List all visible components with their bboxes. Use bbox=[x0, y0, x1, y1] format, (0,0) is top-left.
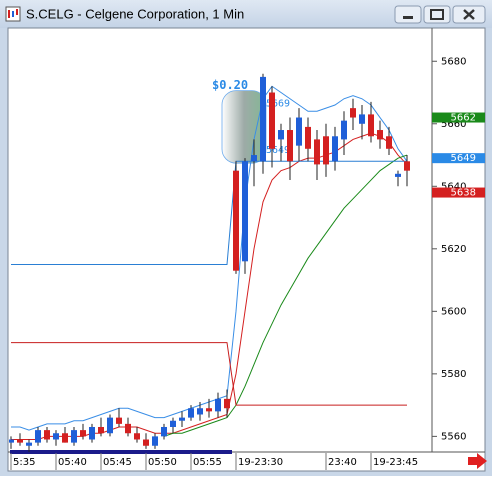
candle-body bbox=[17, 439, 23, 443]
x-tick-label: 05:40 bbox=[58, 457, 87, 468]
candle-body bbox=[89, 426, 95, 440]
candle-body bbox=[80, 430, 86, 437]
x-tick-label: 23:40 bbox=[328, 457, 357, 468]
candle-body bbox=[233, 170, 239, 271]
candle-body bbox=[314, 139, 320, 165]
indicator-line bbox=[11, 160, 407, 265]
candle-body bbox=[71, 430, 77, 443]
scroll-arrow[interactable] bbox=[468, 453, 487, 469]
candle-body bbox=[179, 417, 185, 421]
candle-body bbox=[62, 433, 68, 443]
range-high-label: 5669 bbox=[266, 99, 290, 110]
candle-body bbox=[305, 126, 311, 149]
candle-body bbox=[323, 136, 329, 165]
scroll-indicator bbox=[10, 450, 232, 454]
candle-body bbox=[368, 114, 374, 137]
candle-body bbox=[287, 130, 293, 162]
price-label-box bbox=[432, 153, 485, 164]
candle-body bbox=[107, 417, 113, 434]
candle-body bbox=[332, 136, 338, 162]
x-tick-label: 19-23:30 bbox=[238, 457, 283, 468]
x-tick-label: 05:45 bbox=[103, 457, 132, 468]
y-tick-label: 5580 bbox=[441, 369, 466, 380]
candle-body bbox=[269, 92, 275, 149]
candle-body bbox=[125, 423, 131, 434]
indicator-line bbox=[163, 154, 408, 437]
candle-body bbox=[170, 420, 176, 427]
candle-body bbox=[188, 408, 194, 418]
y-tick-label: 5600 bbox=[441, 306, 466, 317]
x-tick-label: 5:35 bbox=[13, 457, 35, 468]
candle-body bbox=[9, 439, 14, 443]
candle-body bbox=[278, 130, 284, 140]
candle-body bbox=[296, 117, 302, 146]
price-label: 5649 bbox=[451, 153, 476, 164]
candle-body bbox=[377, 130, 383, 140]
candle-body bbox=[197, 408, 203, 415]
candle-body bbox=[134, 433, 140, 440]
candle-body bbox=[206, 408, 212, 412]
x-tick-label: 19-23:45 bbox=[373, 457, 418, 468]
candle-body bbox=[53, 433, 59, 440]
candle-body bbox=[35, 430, 41, 443]
price-label: 5662 bbox=[451, 113, 476, 124]
plot-area: $0.20 5669 5649 bbox=[9, 73, 410, 452]
app-icon bbox=[5, 6, 21, 22]
y-tick-label: 5660 bbox=[441, 119, 466, 130]
candle-body bbox=[152, 436, 158, 446]
candle-body bbox=[386, 136, 392, 149]
range-label: $0.20 bbox=[212, 78, 248, 92]
candle-body bbox=[359, 114, 365, 124]
maximize-button[interactable] bbox=[423, 5, 451, 24]
price-label: 5638 bbox=[451, 188, 476, 199]
candle-body bbox=[116, 417, 122, 424]
range-low-label: 5649 bbox=[266, 145, 290, 156]
indicator-line bbox=[11, 342, 407, 406]
candle-body bbox=[161, 426, 167, 437]
y-tick-label: 5560 bbox=[441, 431, 466, 442]
y-tick-label: 5640 bbox=[441, 181, 466, 192]
y-tick-label: 5620 bbox=[441, 244, 466, 255]
close-button[interactable] bbox=[452, 5, 486, 24]
candle-body bbox=[26, 442, 32, 446]
y-tick-label: 5680 bbox=[441, 56, 466, 67]
candle-body bbox=[395, 173, 401, 177]
candle-body bbox=[404, 161, 410, 171]
price-label-box bbox=[432, 187, 485, 198]
candle-body bbox=[242, 161, 248, 262]
candle-body bbox=[143, 439, 149, 446]
candle-body bbox=[44, 430, 50, 440]
candle-body bbox=[224, 398, 230, 409]
price-label-box bbox=[432, 112, 485, 123]
candle-body bbox=[350, 108, 356, 118]
candle-body bbox=[251, 155, 257, 162]
x-tick-label: 05:55 bbox=[193, 457, 222, 468]
window-title: S.CELG - Celgene Corporation, 1 Min bbox=[26, 6, 244, 21]
candle-body bbox=[341, 120, 347, 140]
range-highlight bbox=[221, 90, 267, 164]
x-tick-label: 05:50 bbox=[148, 457, 177, 468]
candle-body bbox=[98, 426, 104, 434]
candle-body bbox=[260, 76, 266, 162]
candle-body bbox=[215, 398, 221, 412]
minimize-button[interactable] bbox=[394, 5, 422, 24]
